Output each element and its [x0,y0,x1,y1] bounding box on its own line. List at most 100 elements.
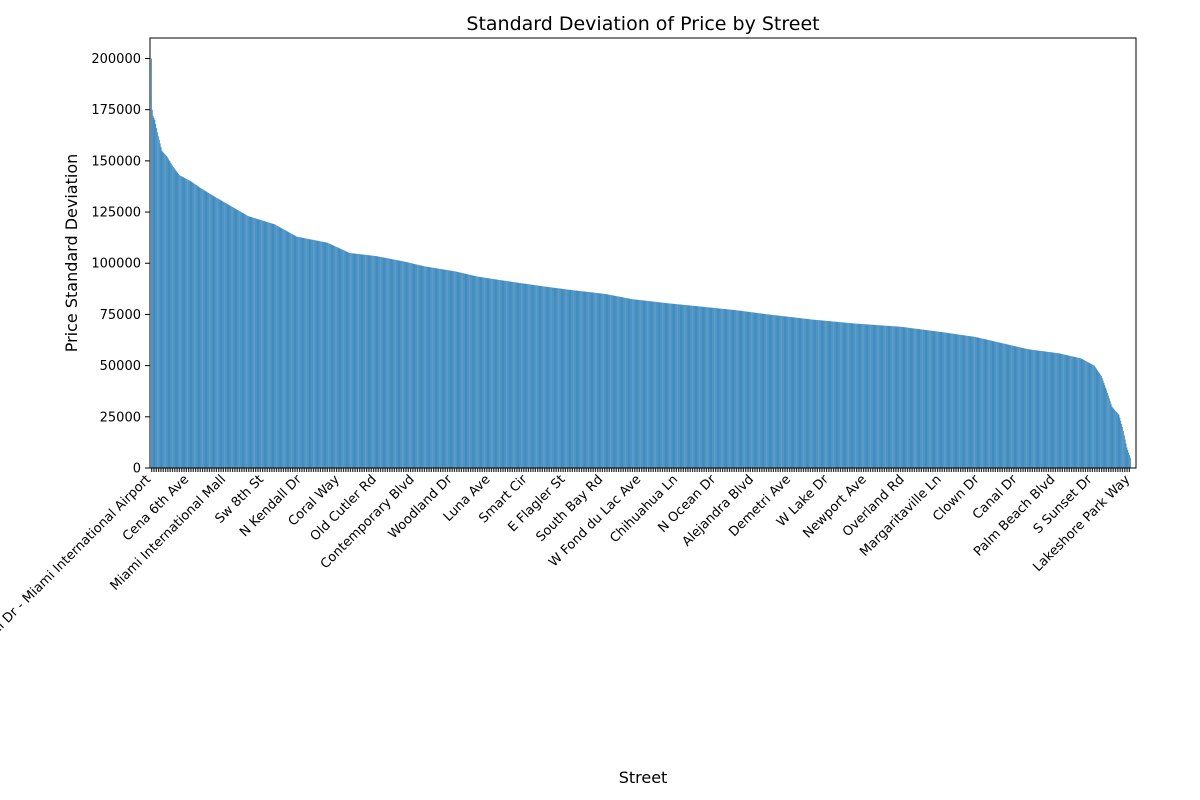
bar [460,272,462,468]
bar [1116,412,1118,468]
bar [764,313,766,468]
bar [615,296,617,468]
bar [434,268,436,468]
bar [967,335,968,468]
bar [663,302,664,468]
bar [856,323,858,468]
bar [899,326,900,468]
bar [300,237,302,468]
bar [439,268,440,468]
bar [574,290,575,468]
bar [563,289,565,468]
bar [693,305,695,468]
bar [689,305,691,468]
bar [262,220,264,468]
bar [538,285,540,468]
bar [299,237,300,468]
bar [794,317,796,468]
bar [188,179,189,469]
bar [1017,346,1019,468]
bar [821,320,823,468]
bar [883,325,885,468]
bar [419,265,421,468]
bar [566,289,567,468]
bar [1011,345,1012,468]
bar [1128,452,1130,468]
bar [325,242,327,468]
bar [722,308,724,468]
bar [271,223,273,468]
bar [676,304,677,468]
bar [861,324,863,468]
bar [893,326,894,468]
bar [862,324,863,468]
bar [432,267,433,468]
bar [484,277,485,468]
bar [669,303,670,468]
bar [900,326,902,468]
bar [1087,362,1089,468]
bar [548,287,550,468]
bar [524,283,526,468]
bar [1033,349,1034,468]
bar [692,305,693,468]
bar [822,320,824,468]
bar [1103,383,1105,468]
bar [285,230,287,468]
bar [272,223,274,468]
bar [574,290,576,468]
bar [1039,350,1041,468]
bar [178,174,180,468]
x-tick-label: Nw Tamiami Canal Dr - Miami Internationa… [0,472,154,714]
bar [973,336,974,468]
bar [225,203,227,468]
bar [1123,435,1125,468]
bar [687,305,689,468]
bar [239,211,240,468]
bar [815,319,817,468]
bar [727,309,729,468]
bar [315,240,317,468]
bar [725,309,727,468]
bar [379,256,380,468]
bar [1089,363,1091,468]
bar [416,264,417,468]
bar [241,212,243,468]
bar [247,215,248,468]
bar [418,264,419,468]
bar [1041,350,1042,468]
bar [293,235,295,468]
bar [874,324,876,468]
bar [633,299,635,468]
bar [367,255,369,468]
bar [758,313,759,468]
bar [986,339,988,468]
bar [1025,348,1026,468]
bar [544,286,546,468]
bar [911,328,913,468]
bar [1035,350,1037,468]
bar [478,276,480,468]
bar [801,318,803,468]
bar [365,254,366,468]
bar [766,314,767,468]
bar [213,196,215,468]
bar [1092,364,1093,468]
bar [202,189,203,469]
bar [995,341,997,468]
bar [791,317,793,468]
bar [503,280,505,468]
bar [775,315,777,468]
bar [844,322,846,468]
bar [236,209,238,469]
bar [865,324,867,468]
bar [616,296,618,468]
bar [857,323,859,468]
bar [1086,361,1088,468]
bar [633,299,634,468]
bar [316,240,318,468]
bar [1064,354,1066,468]
bar [209,193,210,469]
bar [896,326,898,468]
bar [218,199,220,468]
